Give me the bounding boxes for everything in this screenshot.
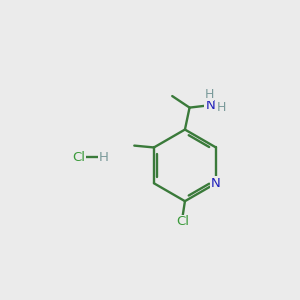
Text: H: H (99, 151, 109, 164)
Text: N: N (211, 177, 221, 190)
Text: H: H (217, 100, 226, 114)
Text: H: H (205, 88, 214, 101)
Text: Cl: Cl (176, 215, 189, 229)
Text: Cl: Cl (72, 151, 85, 164)
Text: N: N (206, 99, 215, 112)
